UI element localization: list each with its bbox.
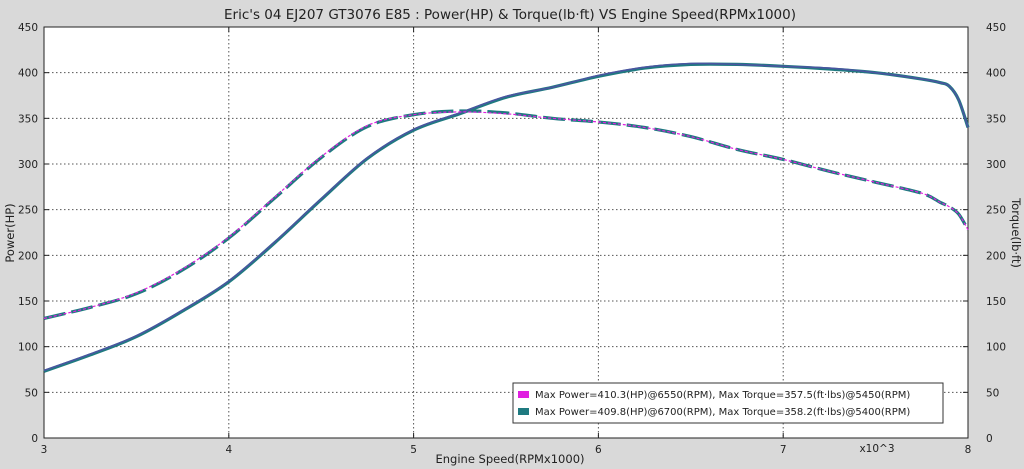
legend-entry-1: Max Power=410.3(HP)@6550(RPM), Max Torqu…: [535, 390, 910, 401]
y-tick-label-left: 150: [18, 296, 38, 308]
x-tick-label: 7: [780, 444, 787, 456]
y-tick-label-right: 250: [986, 205, 1006, 217]
y-tick-label-left: 50: [25, 387, 38, 399]
x-tick-label: 6: [595, 444, 602, 456]
y-tick-label-left: 450: [18, 22, 38, 34]
x-tick-label: 4: [225, 444, 232, 456]
axis-ticks: 3 4 5 6 7 8 0 0 50 50 100 100 150 150 200 200 250 250 300 3…: [18, 22, 1006, 456]
legend-box: [512, 382, 944, 424]
legend: Max Power=410.3(HP)@6550(RPM), Max Torqu…: [512, 382, 944, 424]
y-tick-label-left: 350: [18, 113, 38, 125]
legend-entry-2: Max Power=409.8(HP)@6700(RPM), Max Torqu…: [535, 407, 910, 418]
legend-swatch-1: [518, 391, 529, 398]
y-axis-label-right: Torque(lb·ft): [1009, 197, 1023, 268]
y-tick-label-left: 200: [18, 250, 38, 262]
plot-area: [43, 26, 969, 439]
y-tick-label-left: 250: [18, 205, 38, 217]
series-1-torque-line: [43, 111, 969, 319]
y-tick-label-right: 450: [986, 22, 1006, 34]
y-tick-label-right: 400: [986, 68, 1006, 80]
y-tick-label-left: 100: [18, 342, 38, 354]
y-tick-label-right: 100: [986, 342, 1006, 354]
y-axis-label-left: Power(HP): [3, 203, 17, 262]
legend-swatch-2: [518, 408, 529, 415]
y-tick-label-left: 0: [31, 433, 38, 445]
x-tick-label: 3: [41, 444, 48, 456]
y-tick-label-left: 300: [18, 159, 38, 171]
y-tick-label-right: 300: [986, 159, 1006, 171]
y-tick-label-right: 350: [986, 113, 1006, 125]
y-tick-label-right: 0: [986, 433, 993, 445]
series-1-power-line: [43, 62, 969, 372]
x-tick-label: 8: [965, 444, 972, 456]
series-lines: [43, 62, 970, 373]
x-multiplier-label: x10^3: [859, 443, 894, 455]
y-tick-label-right: 150: [986, 296, 1006, 308]
chart-title: Eric's 04 EJ207 GT3076 E85 : Power(HP) &…: [224, 7, 796, 23]
grid: [44, 27, 968, 438]
x-axis-label: Engine Speed(RPMx1000): [435, 452, 584, 466]
y-tick-label-left: 400: [18, 68, 38, 80]
y-tick-label-right: 50: [986, 387, 999, 399]
y-tick-label-right: 200: [986, 250, 1006, 262]
x-tick-label: 5: [410, 444, 417, 456]
